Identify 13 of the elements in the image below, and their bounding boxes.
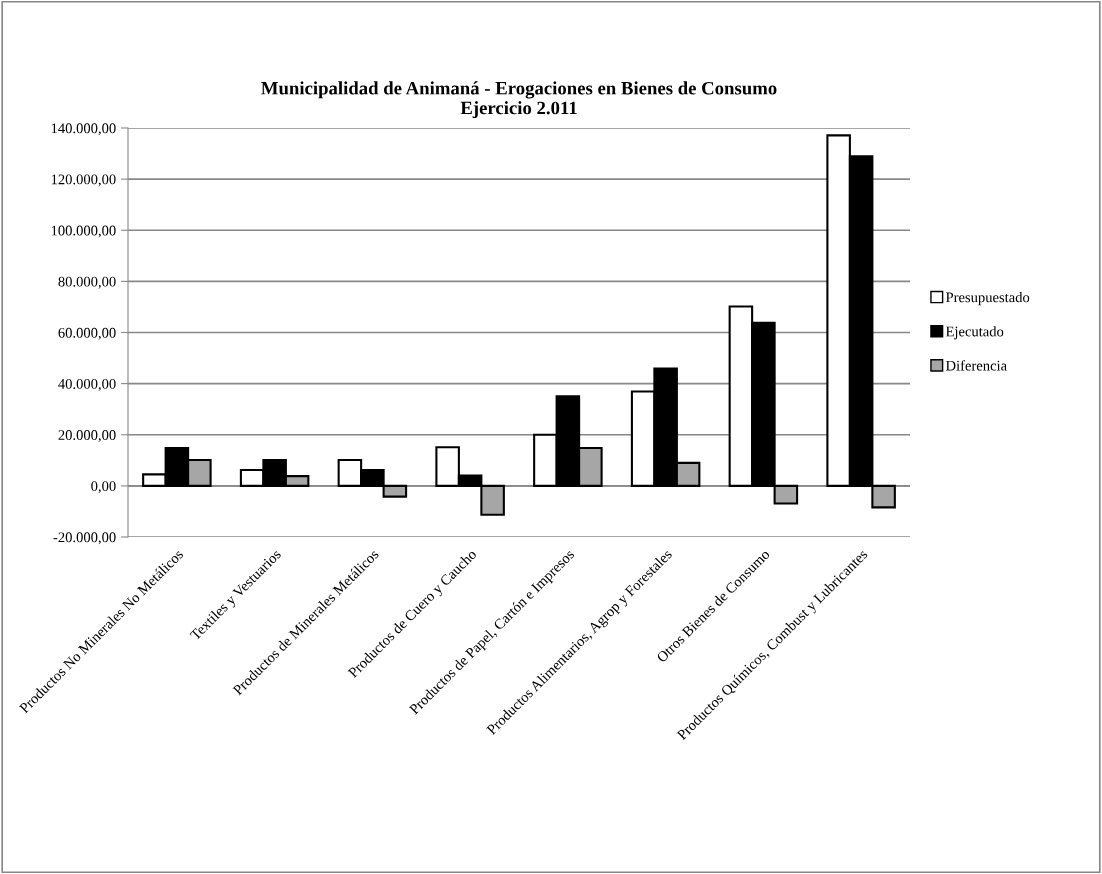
y-tick-label: 120.000,00: [51, 174, 116, 187]
legend-label: Ejecutado: [945, 326, 1004, 340]
y-tick-label: 100.000,00: [51, 225, 116, 238]
y-tick-label: 20.000,00: [58, 430, 116, 443]
chart-title: Municipalidad de Animaná - Erogaciones en Bienes de Consumo Ejercicio 2.011: [261, 81, 777, 119]
y-tick-label: -20.000,00: [53, 532, 116, 545]
legend-label: Presupuestado: [945, 291, 1030, 306]
y-tick-label: 40.000,00: [58, 378, 116, 391]
y-tick-label: 0,00: [91, 481, 116, 494]
legend-label: Diferencia: [945, 360, 1007, 371]
y-tick-label: 140.000,00: [51, 123, 116, 136]
y-tick-label: 60.000,00: [58, 327, 116, 340]
y-tick-label: 80.000,00: [58, 276, 116, 289]
